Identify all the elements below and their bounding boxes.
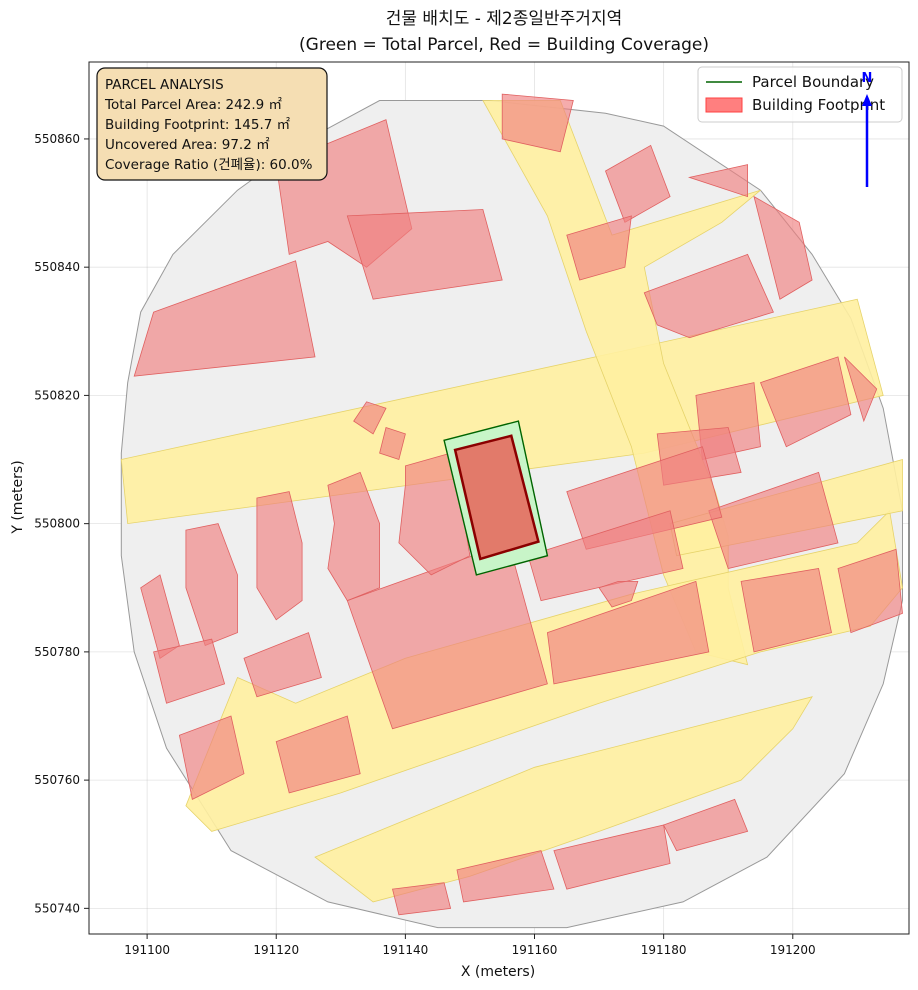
context-building-15 [837, 548, 903, 634]
context-building-2 [346, 209, 503, 300]
context-building-6 [643, 253, 774, 339]
chart-title-line1: 건물 배치도 - 제2종일반주거지역 [386, 9, 622, 29]
context-building-0 [133, 260, 316, 377]
context-building-31 [353, 401, 387, 435]
legend-building-swatch [705, 97, 743, 113]
context-building-35 [392, 882, 452, 916]
y-tick-label-5: 550840 [34, 260, 80, 274]
context-building-34 [663, 798, 749, 852]
x-tick-label-3: 191160 [512, 943, 558, 957]
info-coverage-ratio: Coverage Ratio (건폐율): 60.0% [105, 157, 313, 173]
context-building-7 [687, 164, 748, 198]
north-arrow-head-icon [862, 94, 872, 106]
context-building-16 [566, 446, 723, 550]
y-ticks: 550740 550760 550780 550800 550820 550840 5508… [34, 132, 89, 915]
legend-parcel-label: Parcel Boundary [752, 73, 874, 91]
y-tick-label-1: 550760 [34, 773, 80, 787]
legend-building-label: Building Footprint [752, 96, 885, 114]
info-footprint: Building Footprint: 145.7 ㎡ [105, 117, 291, 133]
context-building-10 [759, 356, 852, 448]
x-tick-label-5: 191200 [770, 943, 816, 957]
north-label: N [862, 71, 873, 86]
context-building-28 [275, 715, 361, 794]
axes-frame [88, 61, 910, 935]
context-building-4 [605, 144, 671, 223]
info-total-area: Total Parcel Area: 242.9 ㎡ [104, 97, 282, 113]
context-building-3 [501, 93, 574, 153]
context-building-19 [546, 580, 710, 685]
context-building-22 [327, 471, 381, 602]
info-box-background [96, 67, 328, 181]
x-tick-label-0: 191100 [124, 943, 170, 957]
y-tick-label-0: 550740 [34, 901, 80, 915]
y-tick-label-2: 550780 [34, 645, 80, 659]
context-building-18 [598, 581, 639, 608]
plot-area [88, 61, 910, 935]
context-building-17 [527, 510, 684, 602]
north-arrow: N [862, 71, 873, 187]
context-building-26 [153, 638, 226, 704]
context-building-8 [753, 195, 813, 300]
x-tick-label-4: 191180 [641, 943, 687, 957]
x-axis-label: X (meters) [461, 964, 535, 980]
context-building-27 [243, 632, 322, 698]
y-tick-label-6: 550860 [34, 132, 80, 146]
context-building-13 [708, 471, 839, 569]
context-building-30 [379, 426, 406, 461]
y-tick-label-3: 550800 [34, 517, 80, 531]
chart-title-line2: (Green = Total Parcel, Red = Building Co… [299, 35, 709, 55]
context-building-23 [256, 491, 303, 621]
info-heading: PARCEL ANALYSIS [105, 77, 224, 93]
target-building [453, 434, 540, 561]
x-ticks: 191100 191120 191140 191160 191180 191200 [124, 934, 816, 957]
context-building-33 [553, 824, 671, 890]
x-tick-label-1: 191120 [253, 943, 299, 957]
legend: Parcel Boundary Building Footprint [697, 66, 903, 123]
x-tick-label-2: 191140 [382, 943, 428, 957]
context-building-32 [456, 850, 555, 903]
y-axis-label: Y (meters) [10, 460, 26, 534]
legend-background [697, 66, 903, 123]
parcel-analysis-box: PARCEL ANALYSIS Total Parcel Area: 242.9… [96, 67, 328, 181]
context-building-14 [740, 568, 832, 653]
context-building-24 [185, 523, 238, 647]
info-uncovered: Uncovered Area: 97.2 ㎡ [105, 137, 270, 153]
context-building-5 [566, 215, 632, 281]
y-tick-label-4: 550820 [34, 388, 80, 402]
context-building-25 [140, 574, 180, 659]
context-building-11 [844, 356, 878, 423]
context-building-29 [178, 715, 245, 800]
map-layer [120, 93, 903, 929]
